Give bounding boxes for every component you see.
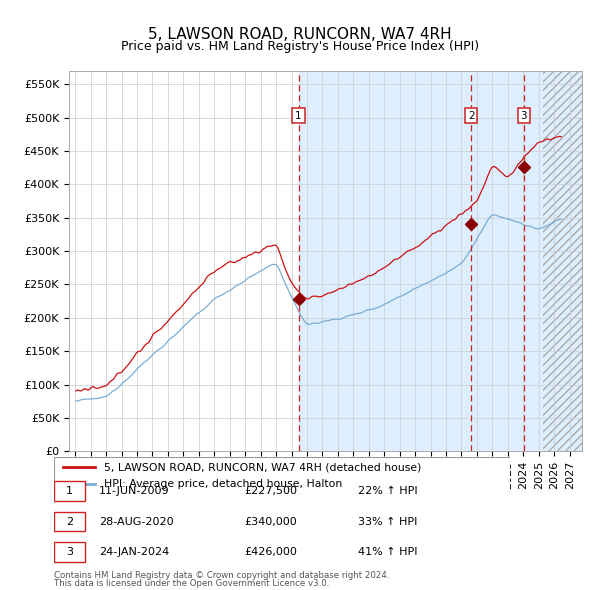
Text: £340,000: £340,000 bbox=[244, 517, 297, 526]
Text: 22% ↑ HPI: 22% ↑ HPI bbox=[358, 486, 417, 496]
Text: 24-JAN-2024: 24-JAN-2024 bbox=[99, 548, 169, 557]
Text: 2: 2 bbox=[468, 110, 475, 120]
Bar bbox=[544, 71, 600, 451]
Text: Contains HM Land Registry data © Crown copyright and database right 2024.: Contains HM Land Registry data © Crown c… bbox=[54, 571, 389, 580]
Text: 1: 1 bbox=[295, 110, 302, 120]
Text: Price paid vs. HM Land Registry's House Price Index (HPI): Price paid vs. HM Land Registry's House … bbox=[121, 40, 479, 53]
Text: £227,500: £227,500 bbox=[244, 486, 297, 496]
Text: 33% ↑ HPI: 33% ↑ HPI bbox=[358, 517, 417, 526]
Text: This data is licensed under the Open Government Licence v3.0.: This data is licensed under the Open Gov… bbox=[54, 579, 329, 588]
Text: 5, LAWSON ROAD, RUNCORN, WA7 4RH: 5, LAWSON ROAD, RUNCORN, WA7 4RH bbox=[148, 27, 452, 41]
FancyBboxPatch shape bbox=[54, 457, 510, 494]
Text: 3: 3 bbox=[66, 548, 73, 557]
Text: 11-JUN-2009: 11-JUN-2009 bbox=[99, 486, 170, 496]
Text: 1: 1 bbox=[66, 486, 73, 496]
FancyBboxPatch shape bbox=[54, 481, 85, 501]
Text: HPI: Average price, detached house, Halton: HPI: Average price, detached house, Halt… bbox=[104, 479, 343, 489]
Text: £426,000: £426,000 bbox=[244, 548, 297, 557]
FancyBboxPatch shape bbox=[54, 542, 85, 562]
Text: 3: 3 bbox=[521, 110, 527, 120]
Text: 28-AUG-2020: 28-AUG-2020 bbox=[99, 517, 173, 526]
Bar bbox=[299, 71, 600, 451]
FancyBboxPatch shape bbox=[54, 512, 85, 532]
Text: 2: 2 bbox=[66, 517, 73, 526]
Text: 5, LAWSON ROAD, RUNCORN, WA7 4RH (detached house): 5, LAWSON ROAD, RUNCORN, WA7 4RH (detach… bbox=[104, 462, 422, 472]
Text: 41% ↑ HPI: 41% ↑ HPI bbox=[358, 548, 417, 557]
